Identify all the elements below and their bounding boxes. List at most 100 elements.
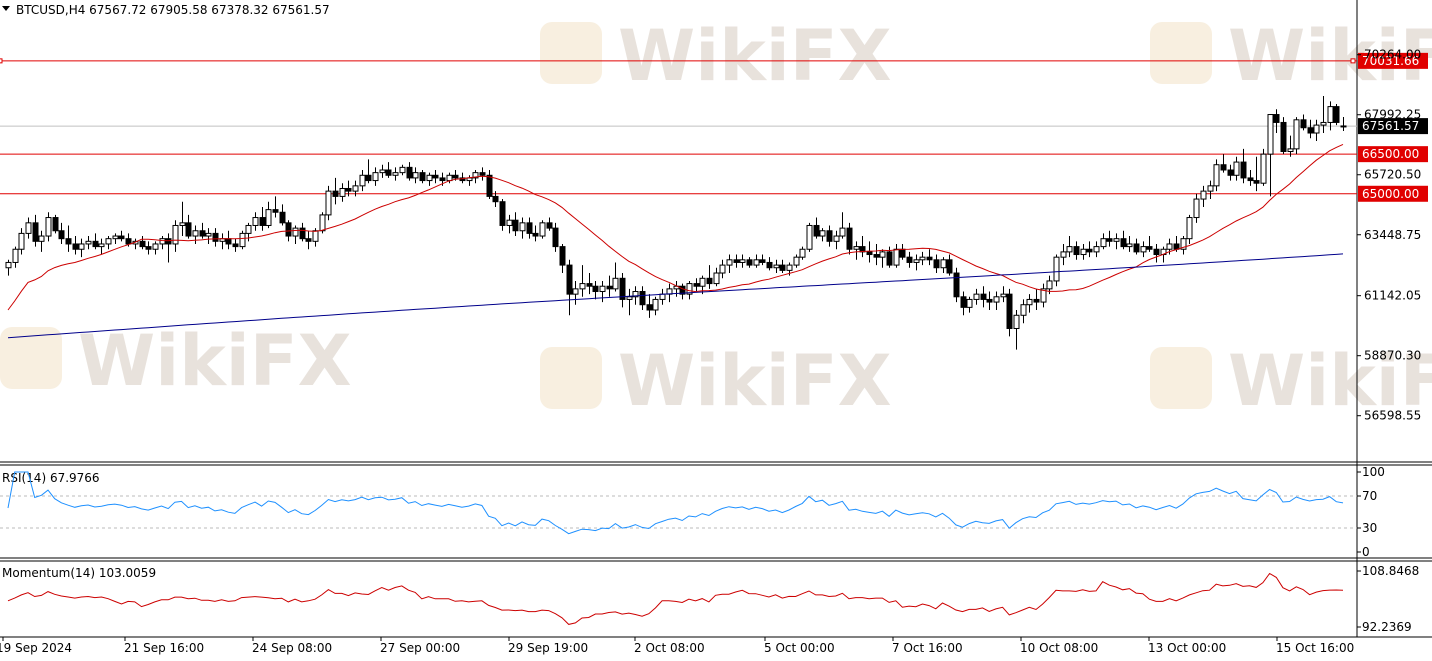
candle-body-bull — [319, 214, 326, 232]
price-tick-label: 67992.25 — [1364, 108, 1421, 122]
price-axis: 70264.00 67992.25 65720.50 63448.75 61142.05… — [1357, 48, 1421, 423]
candle — [539, 220, 546, 239]
candle — [552, 222, 559, 252]
candle — [359, 170, 366, 192]
candle-body-bull — [579, 283, 586, 290]
candle-body-bear — [1033, 298, 1040, 303]
candle-body-bull — [893, 248, 900, 266]
candle — [546, 217, 553, 231]
dropdown-triangle-icon[interactable] — [2, 6, 10, 11]
candle — [1113, 233, 1120, 250]
candle-body-bull — [839, 227, 846, 237]
candle — [379, 164, 386, 178]
candle-body-bear — [419, 172, 426, 182]
level-label-box — [1358, 185, 1428, 202]
candle — [212, 228, 219, 247]
candle — [1193, 193, 1200, 223]
candle-body-bull — [192, 230, 199, 237]
candle — [85, 236, 92, 250]
candle-body-bull — [786, 264, 793, 271]
candle-body-bull — [879, 251, 886, 258]
rsi-tick-label: 30 — [1362, 521, 1377, 535]
time-tick-label: 10 Oct 08:00 — [1020, 641, 1098, 655]
candle — [305, 230, 312, 250]
candle-body-bull — [1213, 164, 1220, 187]
candle — [953, 267, 960, 303]
candle-body-bear — [1273, 114, 1280, 123]
candle-body-bear — [646, 304, 653, 311]
candle-body-bear — [1006, 293, 1013, 329]
candle — [799, 246, 806, 260]
time-tick-label: 27 Sep 00:00 — [380, 641, 460, 655]
candle — [1207, 180, 1214, 200]
candle — [619, 273, 626, 308]
candle — [365, 159, 372, 184]
price-tick-label: 56598.55 — [1364, 409, 1421, 423]
candle-body-bear — [592, 285, 599, 293]
candle-body-bear — [1340, 125, 1347, 128]
candle — [1213, 159, 1220, 192]
candle-body-bull — [252, 217, 259, 226]
price-tick-label: 58870.30 — [1364, 349, 1421, 363]
candle — [12, 246, 19, 268]
candle — [1220, 154, 1227, 173]
level-anchor-left[interactable] — [0, 58, 3, 64]
candle-body-bull — [519, 222, 526, 232]
time-tick-label: 29 Sep 19:00 — [508, 641, 588, 655]
candle-body-bull — [1186, 217, 1193, 240]
candle-body-bull — [265, 209, 272, 226]
watermark-logo-icon — [540, 22, 602, 84]
candle-body-bull — [612, 277, 619, 290]
candle-body-bear — [759, 259, 766, 263]
candle-body-bear — [1280, 121, 1287, 153]
candle — [352, 180, 359, 197]
candle-body-bull — [179, 222, 186, 226]
candle — [406, 162, 413, 181]
candle-body-bear — [332, 190, 339, 197]
rsi-line — [7, 471, 1344, 535]
moving-averages — [7, 143, 1344, 339]
momentum-panel: 108.8468 92.2369 — [7, 564, 1419, 634]
candle — [739, 254, 746, 268]
candle — [265, 201, 272, 229]
candle — [666, 283, 673, 303]
candle — [1126, 236, 1133, 252]
candle-body-bull — [5, 261, 12, 269]
candle — [426, 172, 433, 186]
candle — [1273, 109, 1280, 134]
candle-body-bear — [1220, 164, 1227, 171]
candle — [960, 291, 967, 316]
candle-body-bear — [259, 217, 266, 226]
watermark-logo-icon — [540, 347, 602, 409]
candle — [599, 280, 606, 303]
candle — [966, 296, 973, 313]
candle — [98, 238, 105, 255]
candle — [1180, 236, 1187, 255]
level-label: 70031.66 — [1362, 54, 1419, 68]
watermark: WikiFX — [540, 340, 892, 422]
candle-body-bear — [619, 277, 626, 300]
candle-body-bear — [439, 177, 446, 182]
candle-body-bull — [1193, 198, 1200, 219]
candle — [152, 241, 159, 255]
candle-body-bear — [1240, 161, 1247, 179]
candle-body-bull — [1140, 246, 1147, 253]
candle-body-bull — [1053, 256, 1060, 282]
candle-body-bull — [245, 224, 252, 234]
candle — [385, 162, 392, 178]
candle — [1080, 243, 1087, 260]
level-anchor-right[interactable] — [1350, 58, 1356, 64]
candle — [980, 286, 987, 308]
candle — [372, 167, 379, 186]
candle — [432, 170, 439, 184]
candle — [1320, 96, 1327, 134]
candle — [272, 196, 279, 218]
candle-body-bull — [205, 232, 212, 237]
time-tick-label: 13 Oct 00:00 — [1148, 641, 1226, 655]
current-price-label: 67561.57 — [1362, 119, 1419, 133]
horizontal-levels[interactable]: 70031.66 66500.00 65000.00 67561.57 — [0, 52, 1428, 202]
candle — [606, 275, 613, 297]
candle-body-bull — [105, 238, 112, 245]
candle-body-bull — [632, 291, 639, 298]
candle-body-bull — [45, 217, 52, 237]
